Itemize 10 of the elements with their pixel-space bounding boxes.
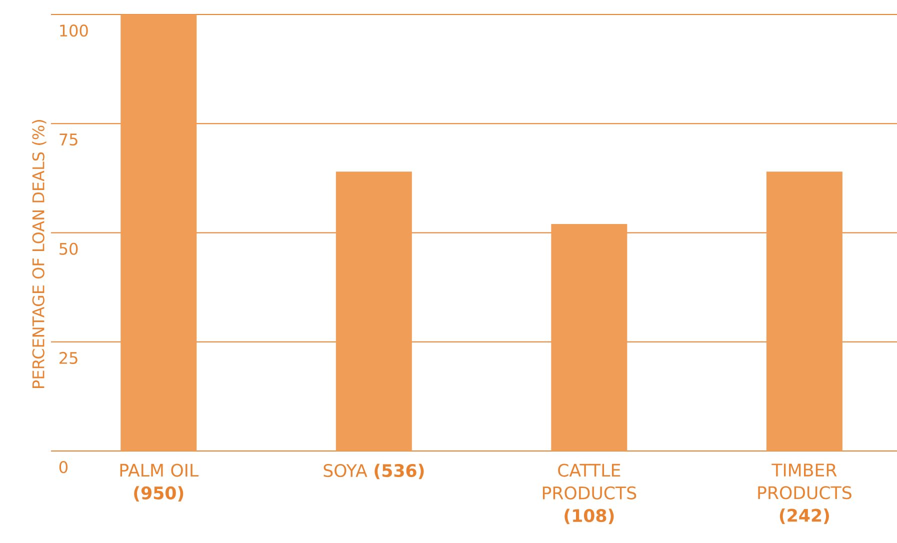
- y-tick-label: 100: [60, 24, 88, 37]
- y-tick-label: 25: [60, 352, 78, 364]
- x-tick-label: SOYA (536): [324, 464, 424, 480]
- x-tick-label: TIMBER PRODUCTS (242): [758, 464, 852, 524]
- y-tick-label: 50: [60, 242, 78, 255]
- y-tick-label: 75: [60, 134, 78, 146]
- x-tick-label: CATTLE PRODUCTS (108): [542, 464, 636, 524]
- x-tick-label: PALM OIL (950): [120, 464, 199, 502]
- y-tick-label: 0: [59, 461, 68, 474]
- y-axis-title: PERCENTAGE OF LOAN DEALS (%): [32, 120, 46, 388]
